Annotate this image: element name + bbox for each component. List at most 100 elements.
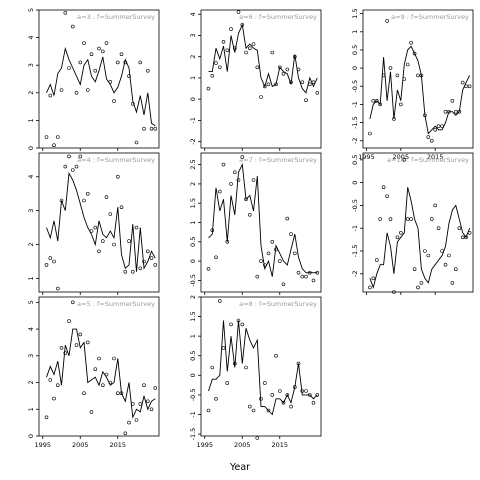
data-point [86, 191, 90, 196]
y-tick-label: 1 [189, 76, 197, 80]
data-point [101, 239, 105, 243]
data-point [67, 319, 71, 323]
data-point [443, 262, 448, 267]
data-point [277, 65, 282, 70]
y-tick-label: -2 [351, 137, 359, 143]
data-point [131, 269, 135, 274]
data-point [146, 249, 150, 254]
data-point [248, 46, 252, 51]
data-point [262, 84, 267, 89]
y-tick-label: 0.5 [351, 45, 359, 55]
data-point [281, 71, 286, 76]
data-point [262, 263, 267, 267]
data-point [116, 174, 120, 179]
chart-panel: a=3 : f=SummerSurvey 0 1 2 3 4 5 [27, 8, 160, 151]
data-point [311, 278, 316, 283]
panel-grid: a=3 : f=SummerSurvey 0 1 2 3 4 5 a=6 : f=Summer… [27, 8, 474, 449]
y-tick-label: 0.5 [351, 155, 359, 165]
series-line [46, 171, 156, 272]
y-tick-label: -1.5 [351, 116, 359, 129]
data-point [89, 410, 94, 414]
x-tick-label: 2015 [109, 441, 126, 449]
data-point [409, 217, 413, 221]
data-point [221, 39, 226, 44]
chart-panel: a=8 : f=SummerSurvey -1.5 -1 -0.5 0 0.5 1 1.5 2 1… [189, 295, 322, 449]
data-point [457, 226, 462, 230]
panel-title: a=7 : f=SummerSurvey [239, 156, 317, 164]
data-point [450, 99, 455, 103]
data-point [440, 124, 444, 128]
x-tick-label: 2015 [271, 441, 288, 449]
data-point [440, 249, 444, 253]
data-point [259, 396, 263, 401]
data-point [82, 41, 86, 45]
data-point [405, 62, 410, 67]
data-point [433, 203, 438, 208]
data-point [281, 282, 286, 287]
y-tick-label: 4 [27, 175, 35, 179]
y-tick-label: -1 [189, 411, 197, 417]
data-point [285, 67, 290, 72]
data-point [457, 109, 462, 114]
data-point [214, 396, 218, 401]
data-point [453, 267, 458, 272]
data-point [464, 235, 468, 240]
y-tick-label: 0 [189, 373, 197, 377]
y-tick-label: 1.5 [189, 198, 197, 208]
data-point [381, 73, 386, 78]
panel-frame [38, 9, 160, 149]
x-tick-label: 1995 [196, 441, 213, 449]
y-tick-label: 2 [189, 55, 197, 59]
data-point [307, 393, 312, 397]
data-point [429, 217, 434, 221]
y-tick-label: -0.5 [351, 199, 359, 212]
data-point [311, 80, 316, 84]
data-point [296, 270, 301, 275]
data-point [127, 420, 131, 425]
data-point [236, 10, 241, 14]
data-point [388, 217, 393, 221]
data-point [233, 46, 237, 51]
data-point [248, 213, 252, 217]
data-point [149, 407, 154, 412]
data-point [447, 109, 451, 114]
data-point [289, 232, 293, 236]
data-point [78, 154, 83, 159]
panel-frame [200, 296, 322, 437]
data-point [289, 404, 293, 409]
data-point [244, 197, 248, 202]
data-point [374, 99, 379, 103]
data-point [71, 24, 75, 29]
data-point [123, 431, 128, 436]
data-point [218, 189, 222, 194]
data-point [405, 217, 410, 221]
data-point [426, 253, 431, 258]
data-point [429, 138, 434, 143]
series-line [208, 320, 318, 416]
data-point [59, 88, 64, 92]
data-point [119, 205, 124, 209]
y-tick-label: 2 [189, 295, 197, 299]
data-point [44, 263, 49, 267]
data-point [134, 418, 139, 422]
data-point [255, 274, 260, 279]
data-point [218, 299, 222, 303]
data-point [153, 126, 158, 131]
data-point [74, 343, 79, 347]
y-tick-label: 4 [27, 327, 35, 331]
data-point [229, 27, 233, 31]
data-point [285, 393, 290, 397]
y-tick-label: -0.5 [189, 389, 197, 402]
data-point [127, 74, 131, 78]
data-point [206, 266, 211, 271]
data-point [55, 135, 60, 139]
data-point [108, 80, 113, 84]
data-point [244, 365, 248, 370]
data-point [251, 42, 256, 46]
data-point [281, 400, 286, 405]
data-point [304, 98, 308, 102]
y-tick-label: 4 [27, 36, 35, 40]
data-point [270, 393, 275, 397]
y-tick-label: 0 [189, 259, 197, 263]
y-tick-label: 1.5 [351, 8, 359, 18]
